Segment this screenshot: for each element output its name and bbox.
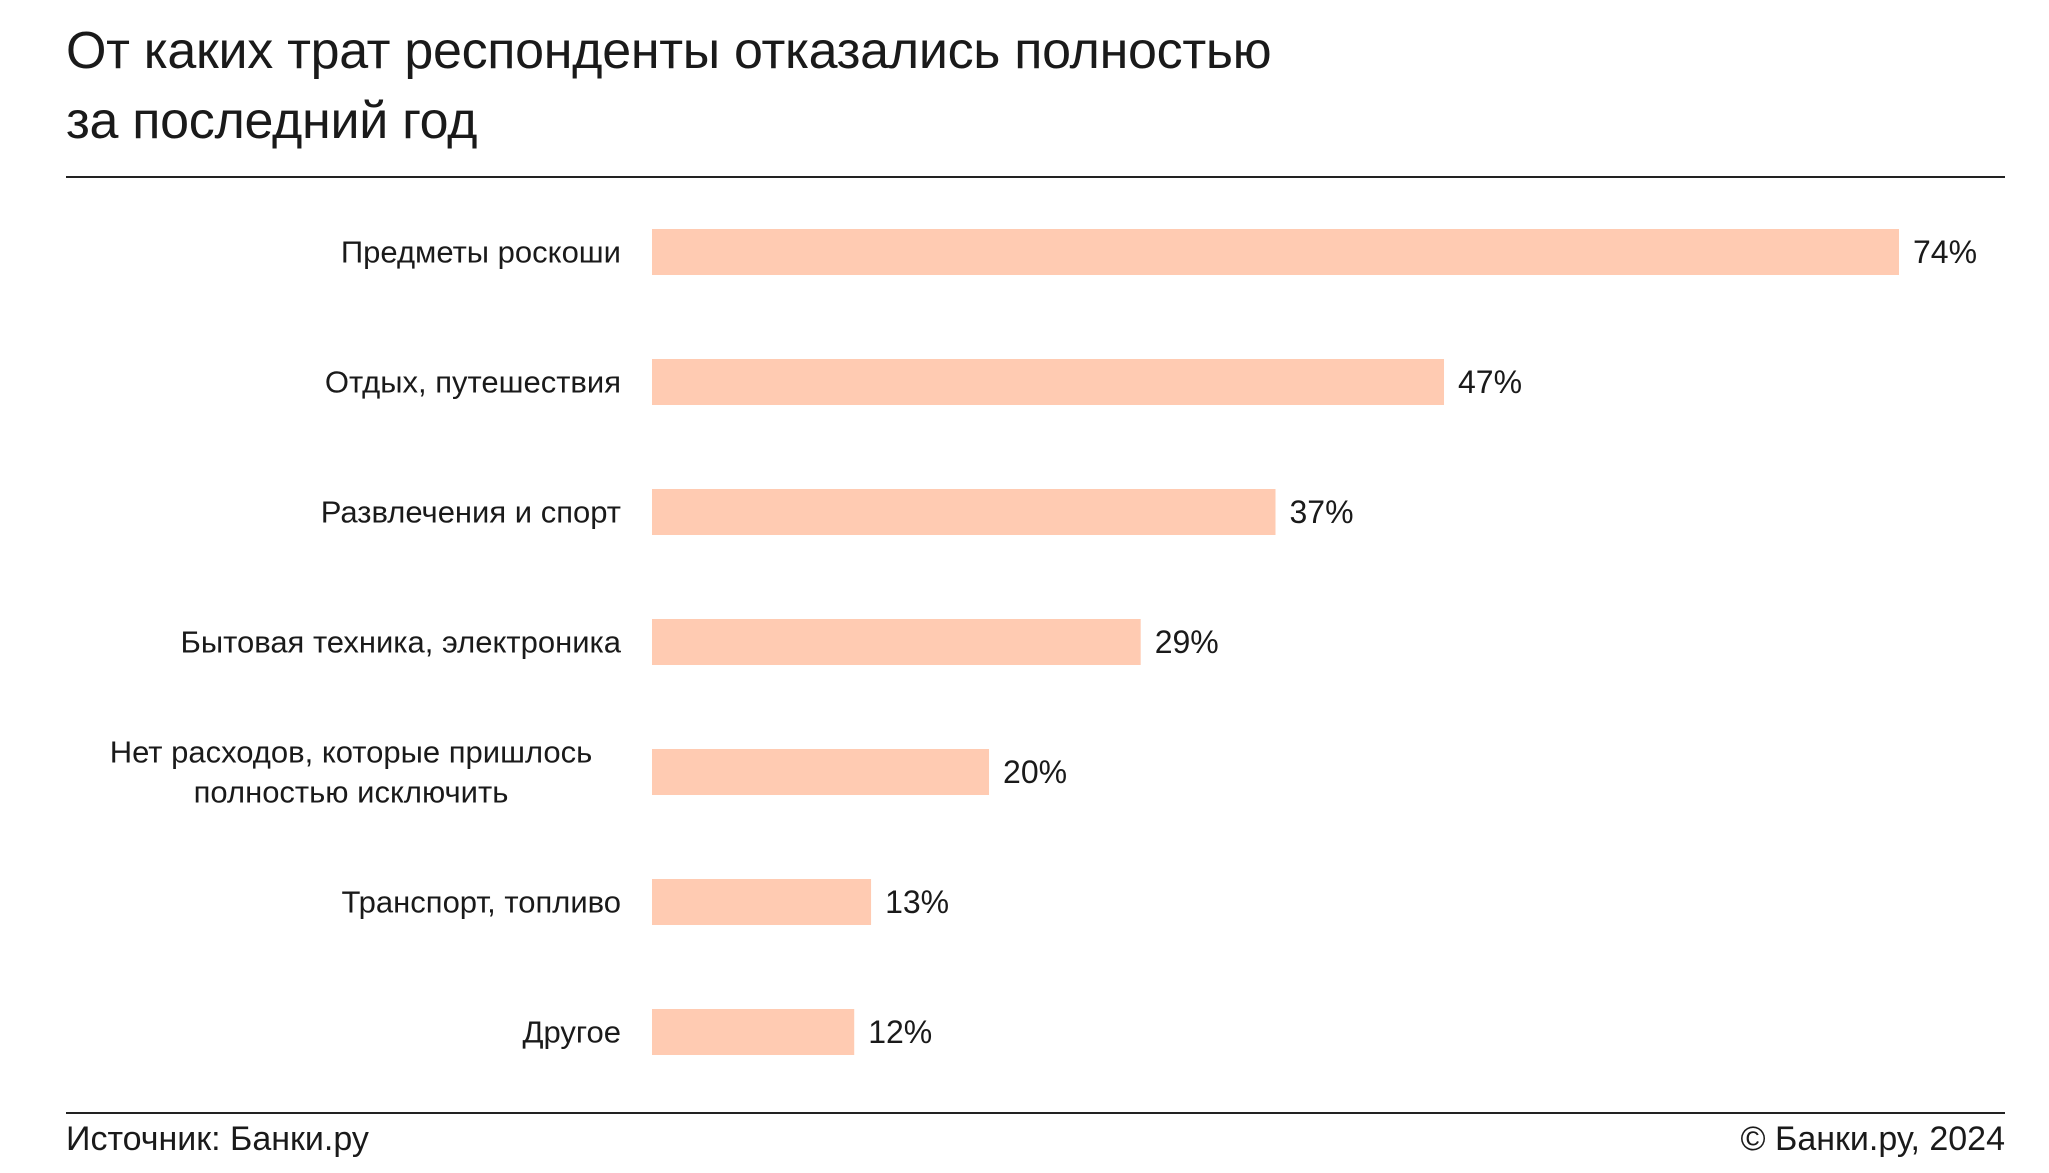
- category-label-6: Другое: [523, 1015, 622, 1050]
- value-label-1: 47%: [1458, 364, 1522, 400]
- value-label-6: 12%: [868, 1014, 932, 1050]
- category-label-4: Нет расходов, которые пришлось полностью …: [110, 735, 593, 810]
- value-label-3: 29%: [1155, 624, 1219, 660]
- category-label-4-line-1: полностью исключить: [194, 775, 509, 810]
- bar-2: [652, 489, 1276, 535]
- chart-title-line-1: От каких трат респонденты отказались пол…: [66, 22, 1272, 80]
- bar-1: [652, 359, 1445, 405]
- category-label-5: Транспорт, топливо: [341, 885, 621, 920]
- value-label-2: 37%: [1290, 494, 1354, 530]
- bar-3: [652, 619, 1141, 665]
- chart-title: От каких трат респонденты отказались пол…: [66, 16, 1666, 156]
- category-label-1: Отдых, путешествия: [325, 365, 621, 400]
- bar-6: [652, 1009, 855, 1055]
- bar-5: [652, 879, 872, 925]
- top-divider: [66, 176, 2005, 178]
- bottom-divider: [66, 1112, 2005, 1114]
- chart-title-line-2: за последний год: [66, 92, 478, 150]
- category-label-3: Бытовая техника, электроника: [180, 625, 621, 660]
- bar-0: [652, 229, 1899, 275]
- bar-4: [652, 749, 990, 795]
- value-label-4: 20%: [1003, 754, 1067, 790]
- value-label-0: 74%: [1913, 234, 1977, 270]
- category-label-4-line-0: Нет расходов, которые пришлось: [110, 735, 593, 770]
- value-label-5: 13%: [885, 884, 949, 920]
- source-note: Источник: Банки.ру: [66, 1120, 369, 1158]
- copyright-note: © Банки.ру, 2024: [1740, 1120, 2005, 1158]
- category-label-2: Развлечения и спорт: [321, 495, 621, 530]
- category-label-0: Предметы роскоши: [341, 235, 621, 270]
